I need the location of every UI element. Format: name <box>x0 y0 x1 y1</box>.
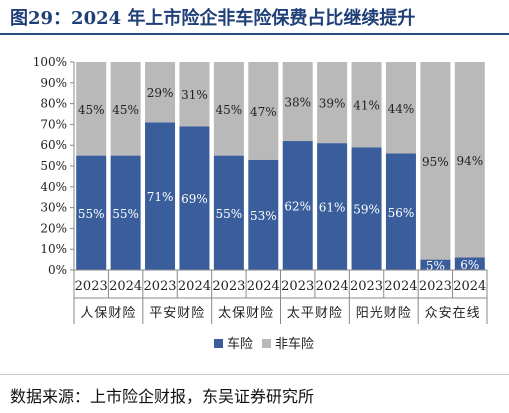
bar-noncar <box>282 62 313 142</box>
x-group-label: 众安在线 <box>425 306 481 321</box>
data-label-noncar: 45% <box>112 103 139 117</box>
data-label-noncar: 39% <box>319 97 346 111</box>
bar-car <box>454 257 485 270</box>
bar-noncar <box>454 62 485 258</box>
x-tick-label-year: 2023 <box>350 279 383 294</box>
x-tick-label-year: 2023 <box>281 279 314 294</box>
x-tick-label-year: 2024 <box>453 279 486 294</box>
data-label-noncar: 41% <box>353 99 380 113</box>
x-group-label: 人保财险 <box>80 306 136 321</box>
y-tick-label: 30% <box>40 201 67 215</box>
source-divider <box>0 374 509 375</box>
legend-label-noncar: 非车险 <box>275 336 314 352</box>
x-tick-label-year: 2024 <box>109 279 142 294</box>
bar-noncar <box>179 62 210 127</box>
y-tick-label: 90% <box>40 76 67 90</box>
legend-swatch-noncar <box>262 339 271 348</box>
bar-noncar <box>76 62 107 156</box>
data-label-car: 5% <box>426 259 445 273</box>
bar-car <box>213 155 244 270</box>
y-tick-label: 0% <box>48 263 67 277</box>
x-tick-label-year: 2024 <box>247 279 280 294</box>
y-tick-label: 20% <box>40 221 67 235</box>
data-label-noncar: 47% <box>250 105 277 119</box>
title-divider <box>0 33 509 35</box>
data-label-car: 61% <box>319 201 346 215</box>
data-label-car: 53% <box>250 209 277 223</box>
bar-noncar <box>213 62 244 156</box>
bar-noncar <box>145 62 176 123</box>
bar-noncar <box>317 62 348 144</box>
stacked-bar-chart: 0% 10% 20% 30% 40% 50% 60% 70% 80% 90% 100% 55% 45% 5… <box>33 55 488 352</box>
y-tick-label: 80% <box>40 97 67 111</box>
data-label-noncar: 94% <box>456 154 483 168</box>
bar-noncar <box>351 62 382 148</box>
bar-noncar <box>110 62 141 156</box>
bar-car <box>248 159 279 270</box>
data-label-car: 62% <box>284 200 311 214</box>
data-label-noncar: 38% <box>284 96 311 110</box>
data-label-car: 55% <box>78 207 105 221</box>
x-group-label: 平安财险 <box>149 306 205 321</box>
x-tick-label-year: 2023 <box>212 279 245 294</box>
y-tick-label: 60% <box>40 138 67 152</box>
x-tick-label-year: 2023 <box>419 279 452 294</box>
chart-title: 图29：2024 年上市险企非车险保费占比继续提升 <box>10 8 416 29</box>
data-label-car: 69% <box>181 192 208 206</box>
bar-car <box>110 155 141 270</box>
x-tick-label-year: 2024 <box>316 279 349 294</box>
x-group-label: 阳光财险 <box>356 306 412 321</box>
legend-swatch-car <box>214 339 223 348</box>
x-tick-label-year: 2023 <box>75 279 108 294</box>
x-group-label: 太平财险 <box>287 306 343 321</box>
y-tick-label: 10% <box>40 242 67 256</box>
data-label-noncar: 31% <box>181 88 208 102</box>
data-label-noncar: 95% <box>422 155 449 169</box>
y-tick-label: 70% <box>40 117 67 131</box>
data-label-car: 55% <box>216 207 243 221</box>
data-label-noncar: 45% <box>216 103 243 117</box>
bar-car <box>282 141 313 270</box>
bar-noncar <box>248 62 279 160</box>
source-note: 数据来源：上市险企财报，东吴证券研究所 <box>10 387 315 406</box>
bar-car <box>420 259 451 270</box>
data-label-car: 56% <box>388 206 415 220</box>
data-label-noncar: 29% <box>147 86 174 100</box>
legend-label-car: 车险 <box>227 336 253 352</box>
x-tick-label-year: 2024 <box>178 279 211 294</box>
bar-car <box>385 153 416 270</box>
bar-car <box>145 122 176 270</box>
x-tick-label-year: 2023 <box>143 279 176 294</box>
data-label-car: 71% <box>147 190 174 204</box>
x-group-label: 太保财险 <box>218 306 274 321</box>
bar-noncar <box>385 62 416 154</box>
y-tick-label: 100% <box>33 55 67 69</box>
data-label-car: 55% <box>112 207 139 221</box>
bar-car <box>351 147 382 270</box>
bar-car <box>317 143 348 270</box>
bar-noncar <box>420 62 451 260</box>
x-tick-label-year: 2024 <box>384 279 417 294</box>
bar-car <box>76 155 107 270</box>
y-tick-label: 40% <box>40 180 67 194</box>
y-tick-label: 50% <box>40 159 67 173</box>
data-label-noncar: 45% <box>78 103 105 117</box>
data-label-car: 59% <box>353 203 380 217</box>
data-label-noncar: 44% <box>388 102 415 116</box>
bar-car <box>179 126 210 270</box>
data-label-car: 6% <box>460 258 479 272</box>
